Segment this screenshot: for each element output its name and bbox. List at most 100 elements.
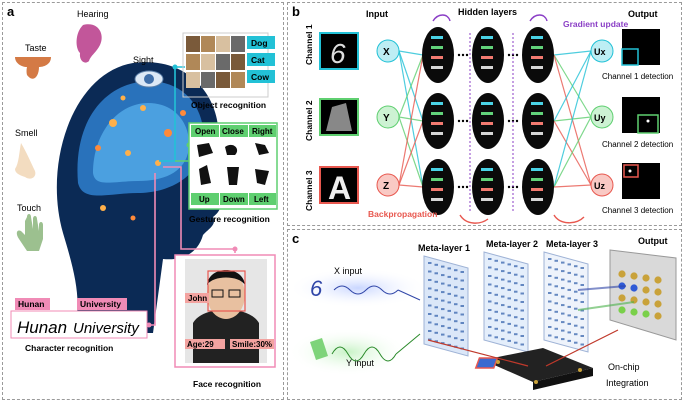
meta-atom: [514, 316, 518, 319]
meta-atom: [494, 327, 498, 330]
meta-atom: [548, 317, 552, 320]
channel-1-label: Channel 1: [304, 24, 314, 65]
node-term: [531, 56, 543, 59]
hidden-layers-header: Hidden layers: [458, 7, 517, 17]
node-term: [481, 56, 493, 59]
node-term: [481, 168, 493, 171]
meta-atom: [460, 288, 464, 290]
gesture-label-left: Left: [254, 195, 269, 204]
meta-atom: [501, 278, 505, 281]
meta-atom: [548, 275, 552, 277]
meta-atom: [567, 305, 571, 308]
output-detector-dot: [630, 308, 638, 316]
meta-atom: [561, 304, 565, 307]
hidden-layer-node: [422, 159, 454, 215]
meta-atom: [454, 328, 458, 331]
detection-2-label: Channel 2 detection: [602, 140, 673, 149]
meta-atom: [561, 270, 565, 273]
meta-atom: [507, 271, 511, 274]
meta-atom: [488, 283, 492, 286]
object-recognition-group: Dog Cat Cow Object recognition: [182, 32, 275, 110]
object-thumbnail: [186, 36, 200, 52]
meta-atom: [428, 262, 432, 264]
meta-atom: [574, 273, 578, 276]
meta-atom: [514, 333, 518, 336]
meta-atom: [514, 273, 518, 276]
x-wave: [333, 285, 399, 295]
panel-c: c X input 6 Y input Meta-layer 1 Meta-la…: [287, 229, 682, 400]
meta-atom: [507, 280, 511, 283]
output-node-ux: [590, 39, 614, 63]
gesture-label-up: Up: [199, 195, 210, 204]
input-bag-shape: [326, 103, 352, 131]
meta-atom: [554, 268, 558, 271]
connection-line: [553, 50, 592, 188]
panel-a-letter: a: [7, 4, 15, 19]
ellipsis-dot: [515, 119, 519, 123]
meta-atom: [580, 318, 584, 320]
meta-layer-3-label: Meta-layer 3: [546, 239, 598, 249]
output-detector-dot: [642, 298, 650, 306]
hidden-layer-node: [522, 93, 554, 149]
meta-atom: [488, 266, 492, 269]
meta-atom: [494, 310, 498, 313]
meta-atom: [548, 283, 552, 286]
panel-c-svg: X input 6 Y input Meta-layer 1 Meta-laye…: [288, 236, 677, 390]
node-term: [531, 112, 543, 115]
meta-atom: [554, 336, 558, 339]
backprop-arrow-1: [459, 214, 489, 224]
connection-line: [553, 50, 592, 56]
connection-line: [398, 54, 424, 186]
meta-atom: [554, 276, 558, 279]
hidden-layer-node: [422, 93, 454, 149]
meta-atom: [501, 270, 505, 273]
meta-atom: [494, 293, 498, 296]
meta-atom: [514, 282, 518, 285]
node-term: [431, 102, 443, 105]
node-term: [431, 122, 443, 125]
output-node-uy: [590, 105, 614, 129]
meta-atom: [488, 334, 492, 337]
meta-atom: [520, 326, 524, 329]
hidden-layer-node: [472, 27, 504, 83]
meta-atom: [507, 297, 511, 300]
ellipsis-dot: [515, 185, 519, 189]
meta-atom: [567, 288, 571, 291]
object-thumbnail: [186, 72, 200, 88]
meta-atom: [561, 338, 565, 341]
meta-atom: [567, 280, 571, 283]
node-term: [431, 168, 443, 171]
meta-atom: [434, 331, 438, 334]
gesture-recognition-title: Gesture recognition: [189, 214, 270, 224]
meta-atom: [574, 341, 578, 344]
object-thumbnail: [231, 72, 245, 88]
meta-atom: [501, 312, 505, 315]
gesture-label-right: Right: [252, 127, 273, 136]
ellipsis-dot: [465, 185, 469, 189]
node-term: [481, 102, 493, 105]
output-node-uy-label: Uy: [594, 113, 606, 123]
meta-atom: [441, 342, 445, 345]
meta-atom: [520, 318, 524, 320]
node-term: [431, 56, 443, 59]
meta-atom: [580, 267, 584, 269]
meta-atom: [567, 322, 571, 325]
handwritten-university: University: [73, 320, 140, 337]
node-term: [531, 122, 543, 125]
connection-line: [398, 120, 424, 186]
node-term: [531, 132, 543, 135]
meta-atom: [494, 302, 498, 305]
meta-atom: [501, 338, 505, 341]
meta-atom: [554, 319, 558, 322]
meta-atom: [554, 310, 558, 313]
meta-atom: [554, 285, 558, 288]
object-thumbnail: [201, 72, 215, 88]
node-term: [531, 168, 543, 171]
meta-atom: [507, 305, 511, 308]
x-beam: [397, 289, 421, 301]
face-smile-label: Smile:30%: [232, 340, 272, 349]
meta-atom: [580, 326, 584, 329]
object-thumbnail: [216, 36, 230, 52]
ellipsis-dot: [465, 119, 469, 123]
meta-atom: [447, 292, 451, 295]
